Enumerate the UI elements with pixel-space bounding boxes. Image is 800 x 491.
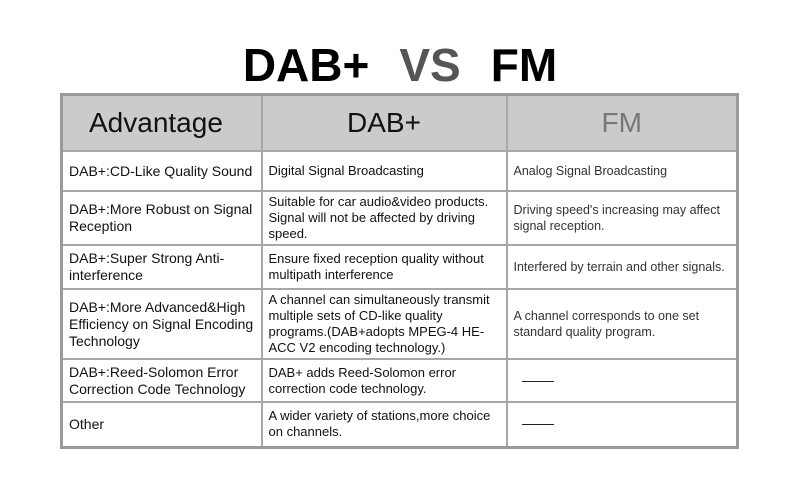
advantage-cell: DAB+:More Advanced&High Efficiency on Si… <box>60 288 263 360</box>
header-fm: FM <box>505 93 739 152</box>
table-row: DAB+:Reed-Solomon Error Correction Code … <box>60 358 739 403</box>
advantage-cell: DAB+:Reed-Solomon Error Correction Code … <box>60 358 263 403</box>
fm-cell: Analog Signal Broadcasting <box>505 150 739 192</box>
dab-cell: Ensure fixed reception quality without m… <box>260 244 508 290</box>
dab-cell: Suitable for car audio&video products. S… <box>260 190 508 246</box>
page-title: DAB+ VS FM <box>0 38 800 92</box>
fm-cell: Interfered by terrain and other signals. <box>505 244 739 290</box>
table-row: DAB+:More Advanced&High Efficiency on Si… <box>60 288 739 360</box>
fm-cell: Driving speed's increasing may affect si… <box>505 190 739 246</box>
dab-cell: A wider variety of stations,more choice … <box>260 401 508 448</box>
header-row: Advantage DAB+ FM <box>60 93 739 152</box>
advantage-cell: Other <box>60 401 263 448</box>
table-row: DAB+:More Robust on Signal Reception Sui… <box>60 190 739 246</box>
fm-cell: A channel corresponds to one set standar… <box>505 288 739 360</box>
fm-cell <box>505 401 739 448</box>
dab-cell: DAB+ adds Reed-Solomon error correction … <box>260 358 508 403</box>
not-applicable-dash <box>521 424 554 426</box>
advantage-cell: DAB+:CD-Like Quality Sound <box>60 150 263 192</box>
title-vs: VS <box>399 39 461 91</box>
dab-cell: Digital Signal Broadcasting <box>260 150 508 192</box>
fm-cell <box>505 358 739 403</box>
advantage-cell: DAB+:Super Strong Anti-interference <box>60 244 263 290</box>
not-applicable-dash <box>521 380 554 382</box>
title-dab: DAB+ <box>242 39 370 91</box>
table-row: Other A wider variety of stations,more c… <box>60 401 739 448</box>
header-dab: DAB+ <box>260 93 508 152</box>
table-row: DAB+:CD-Like Quality Sound Digital Signa… <box>60 150 739 192</box>
title-fm: FM <box>490 39 558 91</box>
dab-cell: A channel can simultaneously transmit mu… <box>260 288 508 360</box>
comparison-table: Advantage DAB+ FM DAB+:CD-Like Quality S… <box>60 93 739 449</box>
header-advantage: Advantage <box>60 93 263 152</box>
advantage-cell: DAB+:More Robust on Signal Reception <box>60 190 263 246</box>
table-row: DAB+:Super Strong Anti-interference Ensu… <box>60 244 739 290</box>
